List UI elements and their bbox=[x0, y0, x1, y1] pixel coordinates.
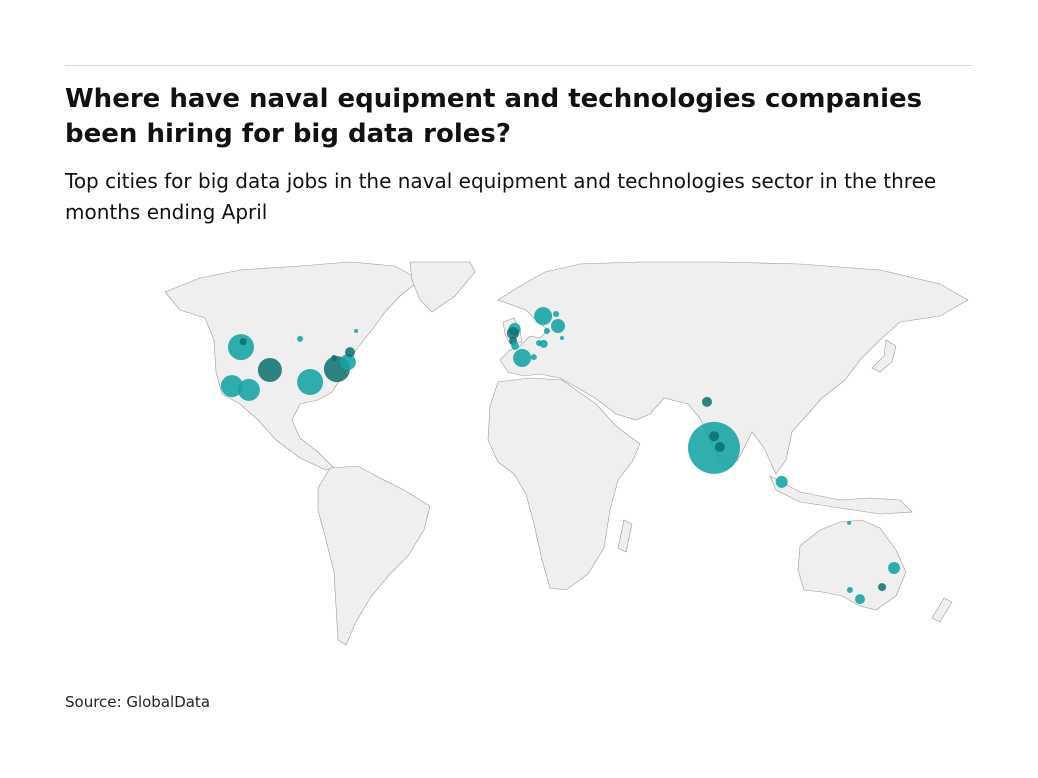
city-bubble bbox=[220, 375, 243, 398]
indonesia bbox=[769, 475, 913, 515]
city-bubble bbox=[847, 520, 852, 525]
city-bubble bbox=[511, 341, 520, 350]
north-america bbox=[164, 261, 421, 471]
city-bubble bbox=[530, 354, 537, 361]
city-bubble bbox=[855, 594, 865, 605]
city-bubble bbox=[239, 338, 247, 346]
city-bubble bbox=[846, 587, 853, 593]
city-bubble bbox=[534, 307, 553, 326]
new-zealand bbox=[931, 597, 953, 623]
city-bubble bbox=[257, 358, 282, 382]
south-america bbox=[317, 465, 431, 646]
city-bubble bbox=[536, 340, 542, 346]
land-masses bbox=[164, 261, 969, 646]
city-bubble bbox=[714, 442, 725, 452]
city-bubble bbox=[513, 349, 532, 367]
source-note: Source: GlobalData bbox=[65, 693, 211, 711]
madagascar bbox=[617, 519, 633, 553]
city-bubbles bbox=[220, 307, 901, 605]
top-rule bbox=[65, 65, 973, 66]
chart-title: Where have naval equipment and technolog… bbox=[65, 84, 923, 149]
city-bubble bbox=[237, 378, 260, 401]
city-bubble bbox=[506, 327, 519, 340]
city-bubble bbox=[709, 431, 720, 442]
city-bubble bbox=[688, 421, 740, 474]
city-bubble bbox=[553, 311, 560, 317]
greenland bbox=[409, 261, 476, 313]
city-bubble bbox=[354, 329, 359, 333]
japan bbox=[871, 339, 897, 373]
city-bubble bbox=[331, 355, 338, 361]
city-bubble bbox=[345, 347, 355, 358]
city-bubble bbox=[560, 336, 564, 340]
city-bubble bbox=[228, 334, 254, 361]
city-bubble bbox=[775, 475, 788, 488]
africa bbox=[487, 377, 641, 591]
chart-subtitle: Top cities for big data jobs in the nava… bbox=[65, 169, 937, 224]
city-bubble bbox=[543, 328, 550, 334]
city-bubble bbox=[297, 335, 304, 342]
city-bubble bbox=[888, 562, 901, 574]
city-bubble bbox=[339, 354, 356, 371]
city-bubble bbox=[551, 319, 565, 333]
city-bubble bbox=[702, 396, 712, 407]
city-bubble bbox=[297, 369, 324, 395]
city-bubble bbox=[878, 583, 887, 592]
